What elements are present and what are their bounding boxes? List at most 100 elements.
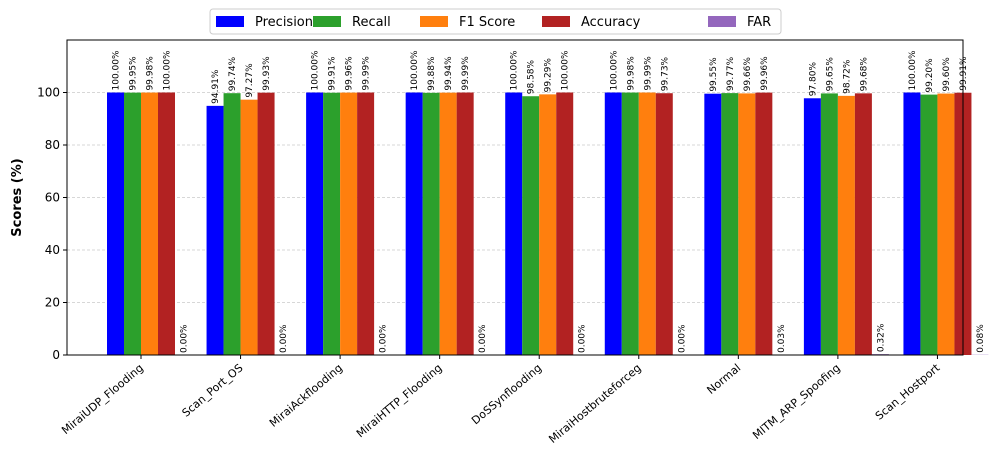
bar-value-label: 99.96% xyxy=(760,56,770,91)
bar-accuracy xyxy=(854,93,872,355)
legend-label: Precision xyxy=(255,15,313,30)
bar-value-label: 99.95% xyxy=(129,56,139,91)
bar-recall xyxy=(621,92,639,356)
x-tick-label: MiraiHTTP_Flooding xyxy=(354,361,445,440)
bar-value-label: 94.91% xyxy=(211,69,221,104)
bar-value-label: 98.72% xyxy=(842,59,852,94)
bar-value-label: 99.93% xyxy=(262,56,272,91)
bar-recall xyxy=(223,93,241,356)
bar-value-label: 99.73% xyxy=(660,56,670,91)
bar-value-label: 99.66% xyxy=(743,57,753,92)
legend-label: Recall xyxy=(352,15,391,30)
bar-value-label: 99.55% xyxy=(709,57,719,92)
legend-box xyxy=(209,8,782,35)
x-tick-label: MiraiUDP_Flooding xyxy=(59,361,146,437)
bar-value-label: 0.08% xyxy=(976,324,986,353)
bar-accuracy xyxy=(456,92,474,356)
bar-value-label: 100.00% xyxy=(561,50,571,90)
bars xyxy=(107,92,989,356)
bar-value-label: 0.00% xyxy=(279,324,289,353)
legend-swatch xyxy=(420,16,448,27)
bar-precision xyxy=(505,92,523,355)
bar-value-label: 98.58% xyxy=(527,59,537,94)
bar-value-label: 99.91% xyxy=(959,56,969,91)
legend-swatch xyxy=(313,16,341,27)
bar-value-label: 100.00% xyxy=(311,50,321,90)
bar-precision xyxy=(604,92,622,355)
bar-precision xyxy=(206,105,224,355)
bar-value-label: 100.00% xyxy=(908,50,918,90)
y-axis: 0 20 40 60 80 100 xyxy=(37,86,67,362)
bar-value-label: 0.00% xyxy=(578,324,588,353)
bar-f1-score xyxy=(141,92,158,356)
bar-recall xyxy=(522,96,540,355)
bar-recall xyxy=(920,94,938,355)
legend-swatch xyxy=(216,16,244,27)
bar-value-labels: 100.00% 99.95% 99.98% 100.00% 0.00% 94.91% 99.… xyxy=(112,50,986,353)
bar-f1-score xyxy=(638,92,656,356)
bar-value-label: 99.99% xyxy=(362,56,372,91)
bar-value-label: 100.00% xyxy=(609,50,619,90)
legend-label: Accuracy xyxy=(581,15,641,30)
bar-precision xyxy=(704,93,722,356)
bar-precision xyxy=(803,98,821,356)
bar-value-label: 99.99% xyxy=(461,56,471,91)
bar-value-label: 99.29% xyxy=(544,58,554,93)
bar-value-label: 99.74% xyxy=(228,56,238,91)
bar-recall xyxy=(820,93,838,355)
bar-value-label: 99.88% xyxy=(427,56,437,91)
bar-precision xyxy=(903,92,921,355)
bar-recall xyxy=(721,93,739,355)
bar-value-label: 99.68% xyxy=(859,57,869,92)
y-tick-label: 40 xyxy=(45,243,60,257)
bar-value-label: 0.00% xyxy=(677,324,687,353)
bar-accuracy xyxy=(655,93,673,356)
x-tick-label: Scan_Hostport xyxy=(873,361,943,423)
bar-accuracy xyxy=(158,92,175,355)
legend-label: F1 Score xyxy=(459,15,515,30)
x-tick-label: Normal xyxy=(704,361,743,397)
bar-value-label: 99.94% xyxy=(444,56,454,91)
bar-value-label: 0.00% xyxy=(180,324,190,353)
x-tick-label: MITM_ARP_Spoofing xyxy=(750,361,843,442)
y-tick-label: 80 xyxy=(45,138,60,152)
bar-recall xyxy=(422,92,440,355)
bar-value-label: 0.00% xyxy=(379,324,389,353)
x-tick-label: Scan_Port_OS xyxy=(180,361,246,419)
bar-f1-score xyxy=(539,94,557,356)
legend-swatch xyxy=(542,16,570,27)
bar-accuracy xyxy=(556,92,574,355)
bar-f1-score xyxy=(837,95,855,356)
bar-precision xyxy=(107,92,124,355)
bar-f1-score xyxy=(439,92,457,355)
bar-value-label: 100.00% xyxy=(112,50,122,90)
legend-label: FAR xyxy=(747,15,771,30)
bar-value-label: 99.60% xyxy=(942,57,952,92)
y-tick-label: 0 xyxy=(52,348,60,362)
bar-value-label: 97.27% xyxy=(245,63,255,98)
bar-value-label: 97.80% xyxy=(808,62,818,97)
bar-value-label: 99.98% xyxy=(626,56,636,91)
bar-value-label: 99.96% xyxy=(345,56,355,91)
x-axis: MiraiUDP_Flooding Scan_Port_OS MiraiAckflo… xyxy=(59,355,943,446)
y-axis-title: Scores (%) xyxy=(10,158,25,236)
x-tick-label: MiraiHostbruteforceg xyxy=(546,361,643,446)
bar-accuracy xyxy=(357,92,375,356)
bar-value-label: 100.00% xyxy=(510,50,520,90)
bar-value-label: 100.00% xyxy=(163,50,173,90)
bar-f1-score xyxy=(738,93,756,355)
legend: Precision Recall F1 Score Accuracy FAR xyxy=(209,8,782,35)
bar-value-label: 99.77% xyxy=(726,56,736,91)
y-tick-label: 100 xyxy=(37,86,60,100)
x-tick-label: DoSSynflooding xyxy=(469,361,544,427)
bar-value-label: 0.32% xyxy=(876,323,886,352)
bar-value-label: 99.98% xyxy=(146,56,156,91)
bar-value-label: 100.00% xyxy=(410,50,420,90)
bar-value-label: 0.03% xyxy=(777,324,787,353)
bar-precision xyxy=(405,92,423,355)
bar-f1-score xyxy=(340,92,358,355)
bar-recall xyxy=(323,92,341,355)
bar-value-label: 99.65% xyxy=(825,57,835,92)
